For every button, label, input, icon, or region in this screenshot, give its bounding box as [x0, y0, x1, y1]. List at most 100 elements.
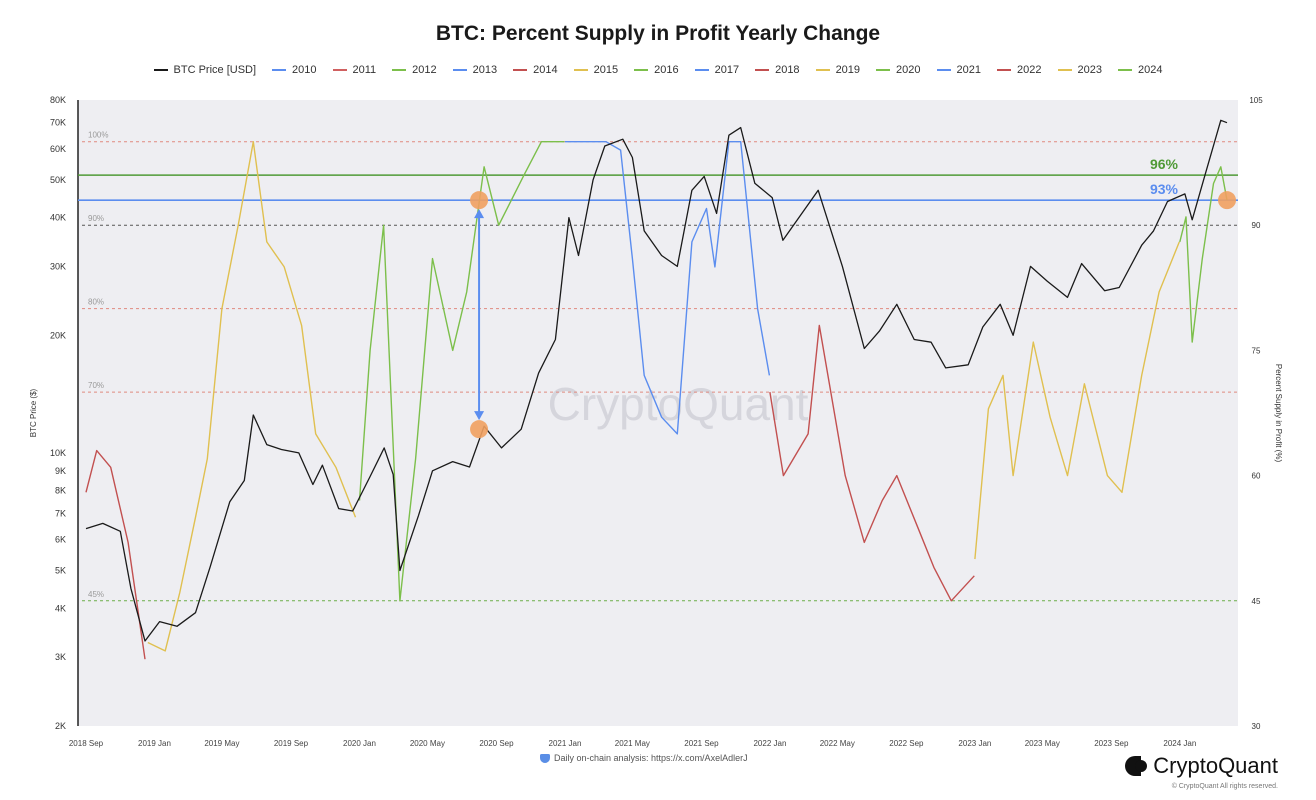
legend-swatch — [573, 69, 588, 71]
chart-title: BTC: Percent Supply in Profit Yearly Cha… — [435, 22, 881, 45]
legend-label: 2011 — [352, 64, 377, 76]
annotation-arrow-head-down — [474, 411, 485, 421]
brand-logo: CryptoQuant — [1125, 753, 1278, 779]
legend-swatch — [815, 69, 830, 71]
x-tick-label: 2020 Jan — [343, 739, 376, 748]
supply-segment-line — [147, 141, 357, 652]
annotation-marker — [470, 420, 489, 439]
supply-segment-line — [85, 449, 146, 660]
legend-label: 2017 — [714, 64, 740, 76]
annotation-marker — [470, 191, 489, 210]
x-tick-label: 2022 May — [820, 739, 855, 748]
y-left-tick-label: 80K — [50, 95, 66, 105]
supply-segment-line — [358, 141, 565, 602]
legend-swatch — [936, 69, 951, 71]
x-tick-label: 2021 Sep — [684, 739, 719, 748]
x-tick-label: 2023 Jan — [958, 739, 991, 748]
legend-item[interactable]: 2016 — [634, 64, 679, 76]
y-left-tick-label: 50K — [50, 175, 66, 185]
y-right-tick-label: 75 — [1252, 346, 1261, 355]
legend: BTC Price [USD] 2010 2011 2012 2013 2014 2015 2… — [0, 64, 1316, 76]
reference-line-label: 70% — [88, 381, 104, 390]
y-left-axis-label: BTC Price ($) — [29, 388, 38, 437]
x-tick-label: 2019 May — [204, 739, 239, 748]
x-tick-label: 2022 Jan — [753, 739, 786, 748]
reference-line-label: 80% — [88, 298, 104, 307]
x-tick-label: 2023 May — [1025, 739, 1060, 748]
legend-item[interactable]: 2018 — [755, 64, 800, 76]
y-left-tick-label: 8K — [55, 486, 66, 496]
highlight-line-label: 93% — [1150, 181, 1179, 197]
y-left-tick-label: 60K — [50, 144, 66, 154]
legend-swatch — [392, 69, 407, 71]
x-tick-label: 2020 Sep — [479, 739, 514, 748]
y-left-tick-label: 6K — [55, 535, 66, 545]
x-tick-label: 2021 May — [615, 739, 650, 748]
annotation-marker — [1218, 191, 1237, 210]
y-left-tick-label: 30K — [50, 261, 66, 271]
legend-item[interactable]: 2015 — [573, 64, 618, 76]
legend-item[interactable]: BTC Price [USD] — [153, 64, 256, 76]
legend-swatch — [1117, 69, 1132, 71]
y-left-tick-label: 20K — [50, 330, 66, 340]
btc-price-line — [85, 119, 1228, 642]
legend-swatch — [876, 69, 891, 71]
legend-swatch — [332, 69, 347, 71]
legend-item[interactable]: 2019 — [815, 64, 860, 76]
legend-swatch — [153, 69, 168, 71]
footer-note-text[interactable]: Daily on-chain analysis: https://x.com/A… — [554, 753, 748, 763]
legend-label: 2023 — [1077, 64, 1102, 76]
y-left-tick-label: 2K — [55, 721, 66, 731]
legend-swatch — [997, 69, 1012, 71]
x-tick-label: 2021 Jan — [549, 739, 582, 748]
legend-swatch — [452, 69, 467, 71]
legend-item[interactable]: 2021 — [936, 64, 982, 76]
reference-line-label: 100% — [88, 131, 108, 140]
legend-item[interactable]: 2022 — [997, 64, 1042, 76]
legend-label: 2012 — [412, 64, 437, 76]
legend-item[interactable]: 2024 — [1117, 64, 1162, 76]
plot-background — [78, 100, 1238, 726]
legend-swatch — [513, 69, 528, 71]
legend-item[interactable]: 2011 — [332, 64, 377, 76]
legend-item[interactable]: 2020 — [876, 64, 921, 76]
legend-item[interactable]: 2013 — [452, 64, 498, 76]
legend-swatch — [1057, 69, 1072, 71]
supply-segment-line — [769, 324, 975, 602]
legend-item[interactable]: 2023 — [1057, 64, 1102, 76]
y-right-tick-label: 30 — [1252, 722, 1261, 731]
legend-label: 2016 — [654, 64, 679, 76]
legend-label: 2013 — [472, 64, 498, 76]
supply-segment-line — [1179, 166, 1228, 343]
x-tick-label: 2018 Sep — [69, 739, 104, 748]
y-left-tick-label: 70K — [50, 118, 66, 128]
diamond-icon — [540, 753, 550, 763]
legend-swatch — [694, 69, 709, 71]
supply-segment-line — [565, 141, 771, 435]
y-left-tick-label: 7K — [55, 508, 66, 518]
legend-item[interactable]: 2012 — [392, 64, 437, 76]
footer-note[interactable]: Daily on-chain analysis: https://x.com/A… — [540, 753, 748, 763]
x-tick-label: 2019 Sep — [274, 739, 309, 748]
y-left-tick-label: 10K — [50, 448, 66, 458]
y-left-tick-label: 9K — [55, 466, 66, 476]
annotation-arrow-head-up — [474, 209, 485, 219]
legend-label: 2018 — [775, 64, 800, 76]
legend-item[interactable]: 2010 — [272, 64, 317, 76]
x-tick-label: 2020 May — [410, 739, 445, 748]
y-right-tick-label: 45 — [1252, 597, 1261, 606]
reference-line-label: 90% — [88, 214, 104, 223]
copyright: © CryptoQuant All rights reserved. — [1171, 783, 1278, 790]
legend-item[interactable]: 2017 — [694, 64, 740, 76]
y-left-tick-label: 3K — [55, 652, 66, 662]
legend-label: 2020 — [896, 64, 921, 76]
y-left-tick-label: 4K — [55, 603, 66, 613]
legend-item[interactable]: 2014 — [513, 64, 558, 76]
y-right-tick-label: 90 — [1252, 221, 1261, 230]
y-right-tick-label: 105 — [1249, 96, 1263, 105]
legend-label: 2021 — [956, 64, 982, 76]
x-tick-label: 2022 Sep — [889, 739, 924, 748]
y-left-tick-label: 5K — [55, 566, 66, 576]
